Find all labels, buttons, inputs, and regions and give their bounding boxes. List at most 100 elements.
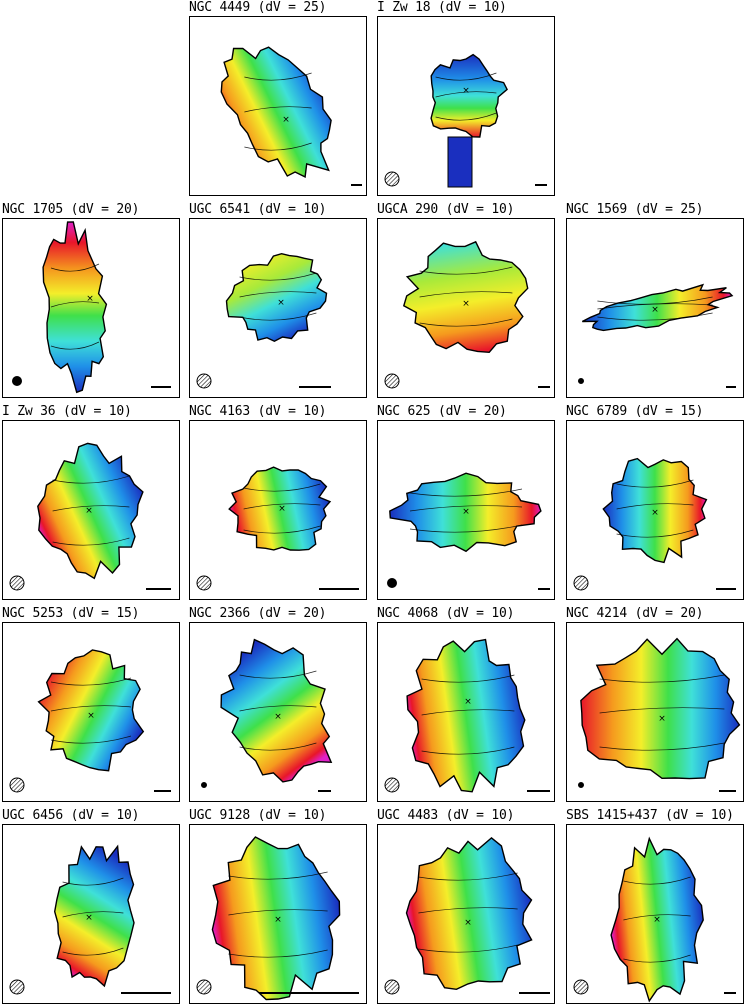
isovelocity-contour [52, 537, 130, 546]
panel-ugc9128: UGC 9128 (dV = 10) × [189, 808, 367, 1004]
isovelocity-contour [244, 72, 312, 81]
velocity-field [220, 638, 333, 783]
isovelocity-contour [418, 907, 518, 914]
velocity-map-frame: × [377, 218, 555, 398]
center-marker: × [464, 697, 472, 707]
beam-ellipse [384, 171, 400, 187]
panel-ngc4214: NGC 4214 (dV = 20) × [566, 606, 744, 802]
isovelocity-contour [50, 677, 132, 686]
beam-ellipse [12, 376, 22, 386]
velocity-map: × [9, 442, 171, 591]
velocity-field [211, 836, 341, 1001]
beam-ellipse [201, 782, 207, 788]
isovelocity-contour [599, 707, 725, 714]
isovelocity-contour [435, 72, 497, 81]
beam-ellipse [9, 575, 25, 591]
center-marker: × [87, 711, 95, 721]
panel-ngc4163: NGC 4163 (dV = 10) × [189, 404, 367, 600]
isovelocity-contour [597, 312, 713, 321]
center-marker: × [653, 915, 661, 925]
panel-title: UGC 6456 (dV = 10) [2, 808, 140, 823]
velocity-map: × [384, 53, 547, 188]
velocity-field [580, 637, 741, 780]
center-marker: × [85, 913, 93, 923]
velocity-field [406, 638, 526, 793]
velocity-map-frame: × [377, 16, 555, 196]
velocity-map-frame: × [566, 622, 744, 802]
center-marker: × [274, 915, 282, 925]
isovelocity-contour [50, 341, 100, 350]
velocity-map: × [12, 221, 171, 394]
velocity-field [220, 46, 332, 178]
isovelocity-contour [239, 670, 317, 679]
velocity-field [602, 457, 708, 564]
center-marker: × [462, 507, 470, 517]
isovelocity-contour [435, 112, 497, 121]
panel-izw18: I Zw 18 (dV = 10) × [377, 0, 555, 196]
panel-sbs1415: SBS 1415+437 (dV = 10) × [566, 808, 744, 1004]
velocity-map: × [578, 637, 741, 792]
isovelocity-contour [616, 529, 694, 538]
panel-title: UGCA 290 (dV = 10) [377, 202, 515, 217]
isovelocity-contour [616, 479, 694, 488]
isovelocity-contour [616, 503, 694, 510]
isovelocity-contour [623, 876, 691, 885]
center-marker: × [278, 504, 286, 514]
isovelocity-contour [62, 877, 124, 886]
velocity-map: × [9, 844, 171, 995]
velocity-map-frame: × [2, 420, 180, 600]
isovelocity-contour [228, 909, 328, 916]
beam-ellipse [384, 777, 400, 793]
panel-ugc4483: UGC 4483 (dV = 10) × [377, 808, 555, 1004]
panel-ugc6541: UGC 6541 (dV = 10) × [189, 202, 367, 398]
velocity-field [402, 240, 529, 354]
velocity-map-frame: × [189, 824, 367, 1004]
center-marker: × [282, 115, 290, 125]
panel-title: UGC 4483 (dV = 10) [377, 808, 515, 823]
isovelocity-contour [421, 709, 515, 716]
panel-title: NGC 4214 (dV = 20) [566, 606, 704, 621]
center-marker: × [651, 508, 659, 518]
velocity-map: × [384, 836, 550, 995]
panel-title: NGC 1705 (dV = 20) [2, 202, 140, 217]
velocity-map: × [384, 240, 550, 389]
center-marker: × [274, 712, 282, 722]
velocity-map-frame: × [189, 218, 367, 398]
beam-ellipse [196, 979, 212, 995]
velocity-map: × [578, 283, 736, 388]
panel-title: SBS 1415+437 (dV = 10) [566, 808, 734, 823]
panel-title: NGC 6789 (dV = 15) [566, 404, 704, 419]
isovelocity-contour [50, 735, 132, 744]
velocity-map: × [201, 638, 333, 792]
panel-title: I Zw 18 (dV = 10) [377, 0, 507, 15]
panel-ngc4449: NGC 4449 (dV = 25) × [189, 0, 367, 196]
panel-ugc6456: UGC 6456 (dV = 10) × [2, 808, 180, 1004]
panel-title: UGC 6541 (dV = 10) [189, 202, 327, 217]
isovelocity-contour [599, 674, 725, 683]
velocity-map-frame: × [189, 420, 367, 600]
panel-title: NGC 4449 (dV = 25) [189, 0, 327, 15]
center-marker: × [277, 298, 285, 308]
panel-title: I Zw 36 (dV = 10) [2, 404, 132, 419]
velocity-map: × [196, 466, 359, 591]
beam-ellipse [387, 578, 397, 588]
beam-ellipse [573, 575, 589, 591]
isovelocity-contour [421, 746, 515, 755]
isovelocity-contour [244, 142, 312, 151]
panel-ngc1705: NGC 1705 (dV = 20) × [2, 202, 180, 398]
velocity-field [405, 836, 533, 991]
isovelocity-contour [228, 949, 328, 958]
panel-title: UGC 9128 (dV = 10) [189, 808, 327, 823]
velocity-map-frame: × [2, 218, 180, 398]
isovelocity-contour [421, 674, 515, 683]
isovelocity-contour [52, 475, 130, 484]
panel-title: NGC 2366 (dV = 20) [189, 606, 327, 621]
isovelocity-contour [419, 318, 513, 327]
velocity-map-frame: × [377, 420, 555, 600]
center-marker: × [462, 86, 470, 96]
velocity-map-frame: × [566, 824, 744, 1004]
velocity-map-frame: × [2, 622, 180, 802]
velocity-map-frame: × [189, 622, 367, 802]
velocity-map-frame: × [377, 824, 555, 1004]
isovelocity-contour [409, 488, 523, 497]
